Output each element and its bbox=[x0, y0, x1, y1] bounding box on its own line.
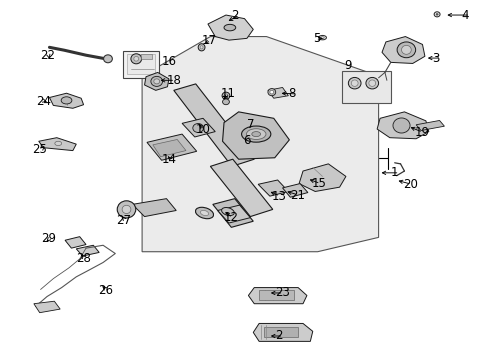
Polygon shape bbox=[248, 288, 306, 304]
Polygon shape bbox=[415, 121, 444, 131]
Polygon shape bbox=[144, 72, 168, 90]
Ellipse shape bbox=[131, 54, 142, 64]
Ellipse shape bbox=[396, 42, 415, 58]
Text: 17: 17 bbox=[202, 33, 217, 47]
Text: 9: 9 bbox=[344, 59, 351, 72]
Polygon shape bbox=[34, 301, 60, 313]
Ellipse shape bbox=[269, 90, 273, 94]
Text: 12: 12 bbox=[224, 211, 239, 224]
Text: 16: 16 bbox=[161, 55, 176, 68]
Polygon shape bbox=[267, 87, 288, 98]
Ellipse shape bbox=[224, 94, 227, 98]
Ellipse shape bbox=[134, 57, 139, 61]
Text: 29: 29 bbox=[41, 231, 56, 244]
Polygon shape bbox=[341, 71, 390, 103]
Ellipse shape bbox=[103, 55, 112, 63]
Text: 21: 21 bbox=[289, 189, 304, 202]
Text: 25: 25 bbox=[32, 143, 47, 156]
Ellipse shape bbox=[435, 13, 437, 15]
Polygon shape bbox=[207, 15, 253, 40]
Polygon shape bbox=[132, 199, 176, 217]
Ellipse shape bbox=[350, 80, 357, 86]
Text: 5: 5 bbox=[312, 32, 320, 45]
Text: 19: 19 bbox=[413, 126, 428, 139]
Ellipse shape bbox=[224, 24, 235, 31]
Polygon shape bbox=[264, 327, 298, 337]
Text: 22: 22 bbox=[40, 49, 55, 62]
Polygon shape bbox=[210, 159, 272, 217]
Text: 13: 13 bbox=[271, 190, 285, 203]
Polygon shape bbox=[122, 51, 159, 78]
Text: 8: 8 bbox=[288, 87, 295, 100]
Polygon shape bbox=[212, 199, 253, 227]
Ellipse shape bbox=[368, 80, 375, 86]
Polygon shape bbox=[282, 184, 307, 197]
Text: 28: 28 bbox=[76, 252, 91, 265]
Polygon shape bbox=[147, 134, 196, 160]
Ellipse shape bbox=[251, 132, 260, 136]
Text: 18: 18 bbox=[166, 74, 181, 87]
Text: 7: 7 bbox=[246, 118, 254, 131]
Polygon shape bbox=[258, 180, 288, 196]
Ellipse shape bbox=[318, 36, 326, 40]
Ellipse shape bbox=[200, 46, 203, 49]
Ellipse shape bbox=[151, 76, 162, 86]
Ellipse shape bbox=[200, 210, 208, 216]
Text: 14: 14 bbox=[161, 153, 176, 166]
Polygon shape bbox=[142, 37, 378, 252]
Polygon shape bbox=[65, 237, 86, 248]
Text: 1: 1 bbox=[390, 166, 397, 179]
Ellipse shape bbox=[433, 12, 439, 17]
Polygon shape bbox=[259, 291, 294, 300]
Polygon shape bbox=[381, 37, 424, 63]
Ellipse shape bbox=[195, 207, 213, 219]
Polygon shape bbox=[39, 138, 76, 150]
Text: 24: 24 bbox=[36, 95, 51, 108]
Polygon shape bbox=[182, 118, 215, 137]
Ellipse shape bbox=[392, 118, 409, 133]
Polygon shape bbox=[153, 139, 185, 157]
Ellipse shape bbox=[222, 92, 229, 99]
Ellipse shape bbox=[320, 37, 324, 39]
Ellipse shape bbox=[55, 141, 61, 145]
Ellipse shape bbox=[61, 97, 72, 104]
Polygon shape bbox=[76, 245, 99, 256]
Text: 2: 2 bbox=[230, 9, 238, 22]
Ellipse shape bbox=[122, 205, 131, 213]
Ellipse shape bbox=[241, 126, 270, 142]
Text: 11: 11 bbox=[221, 87, 236, 100]
Ellipse shape bbox=[365, 77, 378, 89]
Ellipse shape bbox=[222, 99, 229, 105]
Ellipse shape bbox=[221, 207, 234, 216]
Ellipse shape bbox=[347, 77, 360, 89]
Text: 26: 26 bbox=[98, 284, 113, 297]
Polygon shape bbox=[299, 164, 345, 192]
Ellipse shape bbox=[401, 45, 410, 54]
Text: 10: 10 bbox=[195, 123, 210, 136]
Ellipse shape bbox=[117, 201, 136, 218]
Text: 15: 15 bbox=[311, 177, 326, 190]
Polygon shape bbox=[222, 112, 289, 159]
Polygon shape bbox=[49, 93, 83, 108]
Ellipse shape bbox=[267, 89, 275, 96]
Ellipse shape bbox=[192, 123, 203, 132]
Polygon shape bbox=[141, 54, 152, 59]
Text: 6: 6 bbox=[243, 134, 250, 147]
Polygon shape bbox=[253, 323, 312, 341]
Text: 4: 4 bbox=[461, 9, 468, 22]
Polygon shape bbox=[127, 54, 155, 74]
Polygon shape bbox=[173, 84, 254, 166]
Ellipse shape bbox=[198, 44, 204, 51]
Ellipse shape bbox=[246, 129, 265, 139]
Text: 2: 2 bbox=[274, 329, 282, 342]
Text: 3: 3 bbox=[431, 51, 439, 64]
Text: 20: 20 bbox=[402, 178, 417, 191]
Polygon shape bbox=[376, 112, 428, 139]
Text: 23: 23 bbox=[274, 287, 289, 300]
Ellipse shape bbox=[154, 79, 159, 84]
Text: 27: 27 bbox=[116, 214, 131, 227]
Polygon shape bbox=[217, 205, 250, 223]
